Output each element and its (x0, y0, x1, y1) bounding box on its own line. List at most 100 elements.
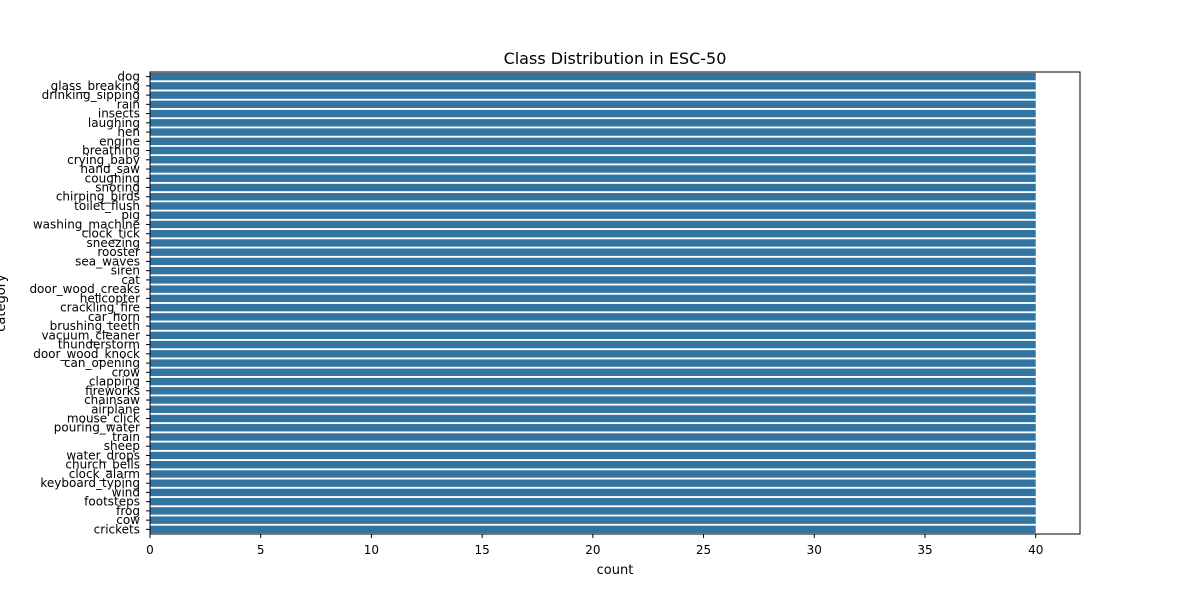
y-tick-label: footsteps (84, 495, 140, 509)
bar-clock_alarm (150, 470, 1036, 478)
y-tick-label: laughing (88, 116, 140, 130)
x-tick-label: 5 (257, 543, 265, 557)
y-tick-label: crying_baby (67, 153, 140, 167)
bar-drinking_sipping (150, 91, 1036, 99)
bar-cow (150, 516, 1036, 524)
bar-door_wood_creaks (150, 285, 1036, 293)
y-tick-label: toilet_flush (74, 199, 140, 213)
y-tick-label: airplane (91, 402, 140, 416)
y-tick-label: clock_tick (82, 227, 140, 241)
y-tick-label: snoring (95, 181, 140, 195)
y-tick-label: sea_waves (75, 254, 140, 268)
bar-dog (150, 72, 1036, 81)
bar-pouring_water (150, 424, 1036, 432)
bar-sneezing (150, 239, 1036, 247)
x-tick-label: 35 (917, 543, 932, 557)
y-tick-label: siren (111, 264, 140, 278)
bar-crow (150, 368, 1036, 376)
bar-frog (150, 507, 1036, 515)
x-tick-label: 20 (585, 543, 600, 557)
bar-helicopter (150, 294, 1036, 303)
bar-cat (150, 276, 1036, 284)
y-tick-label: keyboard_typing (40, 476, 140, 490)
bar-breathing (150, 146, 1036, 155)
y-tick-label: pouring_water (54, 421, 140, 435)
bar-airplane (150, 405, 1036, 413)
y-tick-label: crackling_fire (60, 301, 140, 315)
x-tick-label: 25 (696, 543, 711, 557)
y-tick-label: pig (121, 208, 140, 222)
y-tick-label: rooster (97, 245, 140, 259)
bar-hand_saw (150, 165, 1036, 173)
y-tick-label: wind (112, 485, 140, 499)
bar-chainsaw (150, 396, 1036, 404)
y-tick-label: chainsaw (84, 393, 140, 407)
chart-title: Class Distribution in ESC-50 (504, 49, 727, 68)
y-tick-label: mouse_click (67, 412, 140, 426)
bar-brushing_teeth (150, 322, 1036, 330)
y-tick-label: church_bells (65, 458, 140, 472)
bar-thunderstorm (150, 340, 1036, 349)
y-tick-label: door_wood_creaks (29, 282, 140, 296)
y-tick-label: rain (117, 97, 140, 111)
y-tick-label: car_horn (88, 310, 140, 324)
y-tick-label: can_opening (64, 356, 140, 370)
bar-clock_tick (150, 230, 1036, 238)
plot-frame (149, 71, 1081, 535)
bar-clapping (150, 377, 1036, 386)
y-tick-label: crickets (94, 522, 140, 536)
bar-wind (150, 488, 1036, 497)
y-tick-label: fireworks (85, 384, 140, 398)
bar-crickets (150, 525, 1036, 534)
bar-laughing (150, 119, 1036, 127)
y-tick-label: washing_machine (33, 217, 140, 231)
y-tick-label: frog (116, 504, 140, 518)
bar-toilet_flush (150, 202, 1036, 210)
bar-hen (150, 128, 1036, 136)
y-axis-label: category (0, 274, 9, 332)
bar-mouse_click (150, 414, 1036, 423)
bar-sheep (150, 442, 1036, 450)
bar-keyboard_typing (150, 479, 1036, 487)
y-tick-label: sneezing (87, 236, 140, 250)
x-tick-label: 0 (146, 543, 154, 557)
bar-engine (150, 137, 1036, 145)
bar-fireworks (150, 387, 1036, 395)
y-tick-label: dog (117, 70, 140, 84)
y-tick-label: clapping (89, 375, 140, 389)
y-tick-label: train (112, 430, 140, 444)
bar-train (150, 433, 1036, 441)
y-tick-label: vacuum_cleaner (41, 328, 140, 342)
bar-siren (150, 266, 1036, 275)
bar-snoring (150, 183, 1036, 192)
bar-vacuum_cleaner (150, 331, 1036, 340)
y-tick-label: drinking_sipping (42, 88, 140, 102)
bar-door_wood_knock (150, 350, 1036, 358)
y-tick-label: breathing (82, 144, 140, 158)
y-tick-label: engine (99, 134, 140, 148)
bar-glass_breaking (150, 82, 1036, 90)
y-tick-label: thunderstorm (58, 338, 140, 352)
bar-church_bells (150, 461, 1036, 469)
y-tick-label: coughing (85, 171, 140, 185)
y-tick-label: door_wood_knock (33, 347, 140, 361)
y-tick-label: sheep (104, 439, 140, 453)
y-tick-label: cat (121, 273, 140, 287)
x-tick-label: 10 (364, 543, 379, 557)
x-tick-label: 30 (807, 543, 822, 557)
x-ticks: 0 5 10 15 20 25 30 35 40 (146, 534, 1043, 557)
bar-rooster (150, 248, 1036, 256)
y-tick-label: clock_alarm (69, 467, 140, 481)
y-tick-label: cow (116, 513, 140, 527)
bar-washing_machine (150, 220, 1036, 229)
y-tick-label: helicopter (80, 291, 140, 305)
y-tick-label: brushing_teeth (50, 319, 140, 333)
bar-chirping_birds (150, 193, 1036, 201)
x-tick-label: 15 (475, 543, 490, 557)
bar-crying_baby (150, 156, 1036, 164)
bar-pig (150, 211, 1036, 219)
bar-can_opening (150, 359, 1036, 367)
y-tick-label: chirping_birds (56, 190, 140, 204)
bar-sea_waves (150, 257, 1036, 266)
bar-insects (150, 109, 1036, 118)
